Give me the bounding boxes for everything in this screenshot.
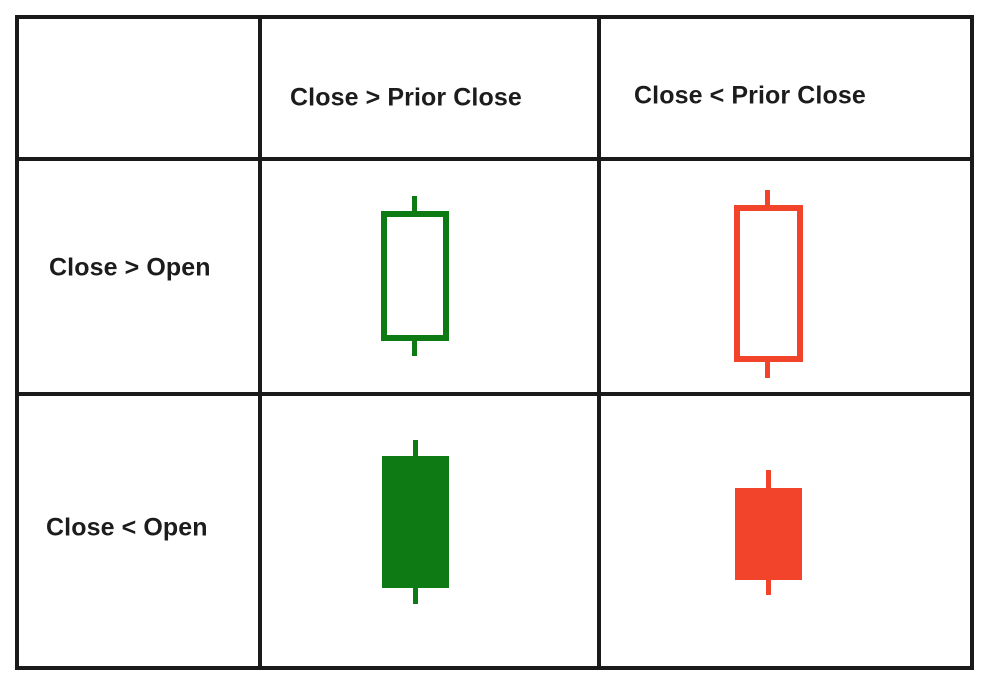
candle-body [382, 456, 449, 588]
column-header-close-lt-prior-close: Close < Prior Close [634, 81, 866, 110]
grid-line-row1 [15, 157, 974, 161]
grid-line-col1 [258, 15, 262, 670]
row-header-close-gt-open: Close > Open [49, 253, 211, 282]
row-header-close-lt-open: Close < Open [46, 513, 208, 542]
candle-body [734, 205, 803, 362]
column-header-close-gt-prior-close: Close > Prior Close [290, 83, 522, 112]
grid-line-bottom [15, 666, 974, 670]
grid-line-top [15, 15, 974, 19]
grid-line-col2 [597, 15, 601, 670]
grid-line-left [15, 15, 19, 670]
candle-body [735, 488, 802, 580]
grid-line-right [970, 15, 974, 670]
grid-line-row2 [15, 392, 974, 396]
candle-body [381, 211, 449, 341]
